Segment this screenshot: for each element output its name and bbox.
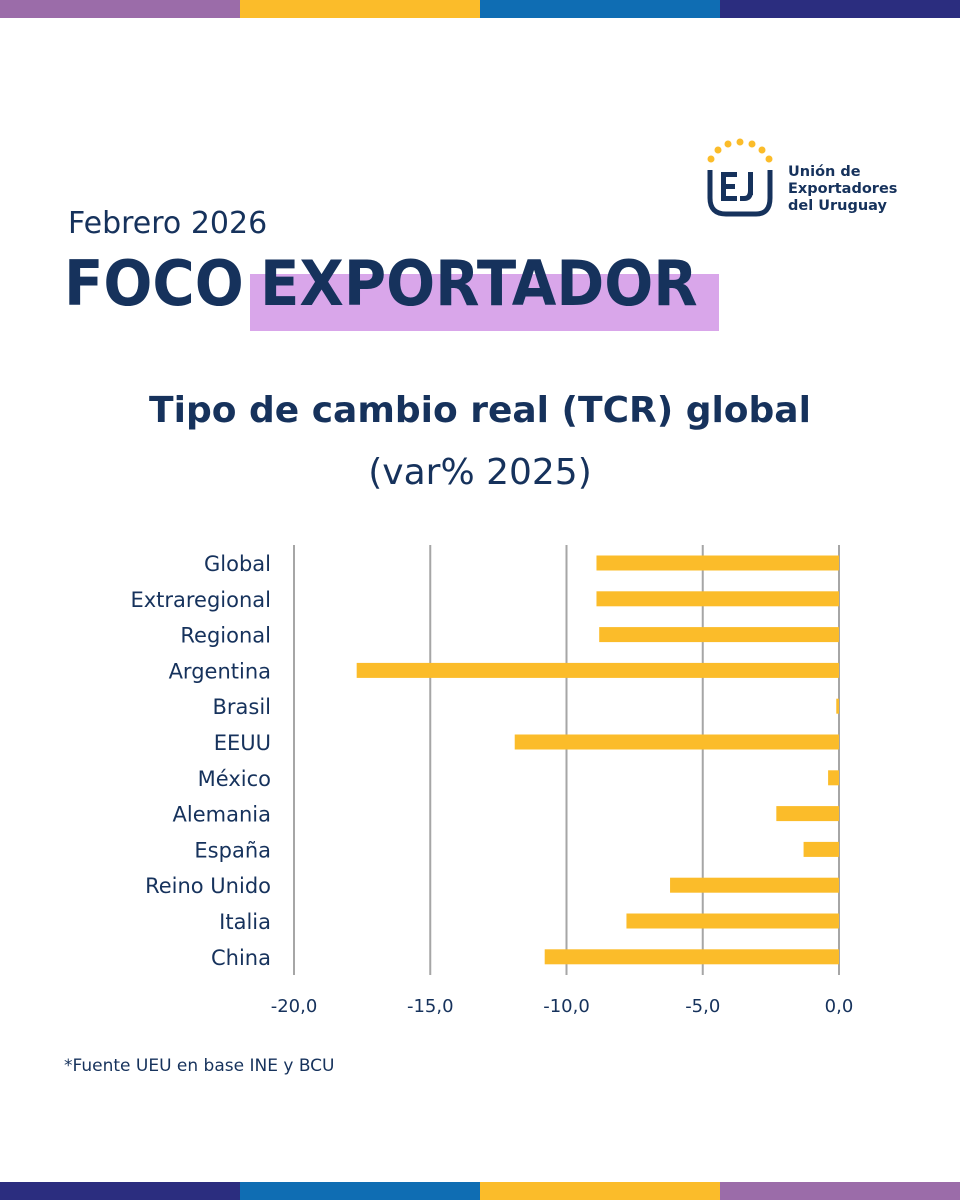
category-label: EEUU (214, 731, 271, 755)
ueu-logo-mark-icon (707, 138, 773, 217)
title-highlight (250, 274, 719, 331)
top-color-stripe (0, 0, 960, 18)
x-tick-label: -15,0 (407, 996, 454, 1017)
bar (599, 627, 839, 643)
category-label: Brasil (212, 695, 271, 719)
bar (776, 806, 839, 822)
bar (514, 734, 839, 750)
bar (836, 698, 839, 714)
title-word-exportador: EXPORTADOR (260, 247, 698, 320)
category-label: Extraregional (130, 588, 271, 612)
stripe-segment (480, 1182, 720, 1200)
bar (828, 770, 839, 786)
category-label: China (211, 946, 271, 970)
category-label: España (194, 838, 271, 862)
category-label: Reino Unido (145, 874, 271, 898)
bar (670, 877, 839, 893)
x-tick-label: -5,0 (685, 996, 720, 1017)
bar (544, 949, 839, 965)
bar (596, 555, 839, 571)
stripe-segment (240, 0, 480, 18)
chart-title: Tipo de cambio real (TCR) global (149, 390, 811, 431)
category-label: Alemania (173, 803, 271, 827)
x-tick-label: -10,0 (543, 996, 590, 1017)
bar (596, 591, 839, 607)
bottom-color-stripe (0, 1182, 960, 1200)
category-label: Regional (180, 624, 271, 648)
x-tick-label: 0,0 (825, 996, 854, 1017)
chart-subtitle: (var% 2025) (368, 452, 592, 493)
stripe-segment (480, 0, 720, 18)
x-tick-label: -20,0 (271, 996, 318, 1017)
stripe-segment (720, 0, 960, 18)
ueu-logo: Unión de Exportadores del Uruguay (700, 136, 920, 226)
logo-line-2: Exportadores (788, 181, 898, 197)
logo-line-1: Unión de (788, 164, 861, 180)
bar (626, 913, 839, 929)
logo-line-3: del Uruguay (788, 198, 887, 214)
stripe-segment (720, 1182, 960, 1200)
ueu-logo-wordmark: Unión de Exportadores del Uruguay (788, 164, 897, 215)
category-label: Global (204, 552, 271, 576)
source-note: *Fuente UEU en base INE y BCU (64, 1056, 335, 1076)
bar (803, 841, 839, 857)
category-label: México (198, 767, 271, 791)
title-word-foco: FOCO (64, 247, 244, 320)
bar-chart: Global Extraregional Regional Argentina Bras… (130, 545, 854, 1017)
edition-date: Febrero 2026 (68, 206, 268, 241)
stripe-segment (0, 0, 240, 18)
stripe-segment (240, 1182, 480, 1200)
category-label: Argentina (169, 659, 271, 683)
bar (356, 662, 839, 678)
category-label: Italia (219, 910, 271, 934)
stripe-segment (0, 1182, 240, 1200)
